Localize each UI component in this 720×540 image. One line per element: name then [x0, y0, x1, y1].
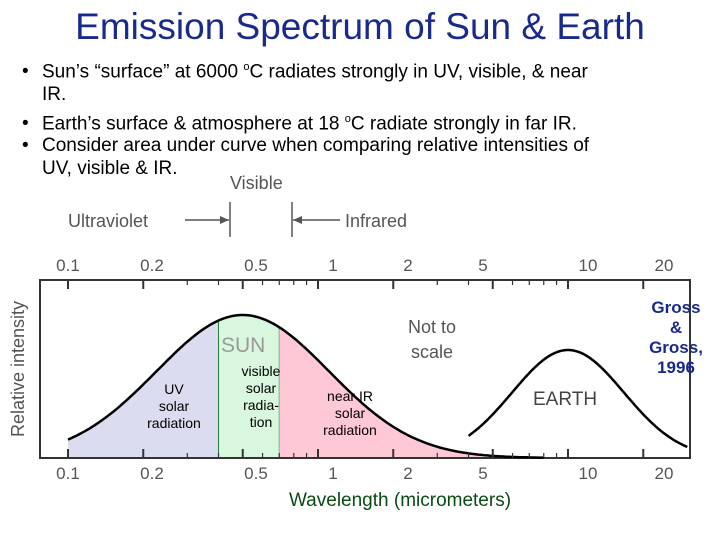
- visible-label: Visible: [230, 173, 283, 193]
- ultraviolet-label: Ultraviolet: [68, 211, 148, 231]
- bullet-dot-icon: •: [22, 61, 29, 83]
- near-ir-region-fill: [279, 327, 482, 458]
- source-credit: Gross & Gross, 1996: [649, 298, 703, 377]
- uv-region-fill: [68, 320, 219, 458]
- earth-emission-curve: [467, 348, 688, 449]
- near-ir-radiation-label: near IR solar radiation: [323, 388, 377, 438]
- y-axis-label: Relative intensity: [8, 301, 28, 437]
- top-tick-label: 20: [655, 256, 674, 275]
- not-to-scale-line1: Not to: [408, 317, 456, 337]
- top-tick-label: 1: [328, 256, 337, 275]
- not-to-scale-line2: scale: [411, 342, 453, 362]
- top-tick-label: 10: [579, 256, 598, 275]
- bottom-tick-label: 1: [328, 464, 337, 483]
- top-tick-label: 0.1: [56, 256, 80, 275]
- bullet-dot-icon: •: [22, 113, 29, 135]
- bottom-tick-label: 20: [655, 464, 674, 483]
- top-tick-label: 2: [403, 256, 412, 275]
- bullet-earth-surface: • Earth’s surface & atmosphere at 18 oC r…: [22, 113, 577, 135]
- uv-radiation-label: UV solar radiation: [147, 381, 201, 431]
- bottom-tick-label: 5: [478, 464, 487, 483]
- x-axis-label: Wavelength (micrometers): [288, 490, 512, 511]
- emission-spectrum-figure: Visible Ultraviolet Infrared 0.1 0.2 0.5…: [8, 173, 691, 483]
- ir-arrow-head-icon: [293, 216, 302, 224]
- top-tick-label: 5: [478, 256, 487, 275]
- page-title: Emission Spectrum of Sun & Earth: [75, 6, 645, 47]
- top-tick-label: 0.5: [244, 256, 268, 275]
- bullet-dot-icon: •: [22, 135, 29, 156]
- axis-ticks: [67, 280, 645, 458]
- bottom-tick-label: 0.2: [140, 464, 164, 483]
- top-tick-label: 0.2: [140, 256, 164, 275]
- infrared-label: Infrared: [345, 211, 407, 231]
- sun-emission-curve: [67, 313, 544, 459]
- bottom-tick-label: 2: [403, 464, 412, 483]
- bottom-tick-label: 0.1: [56, 464, 80, 483]
- bullet-sun-surface: • Sun’s “surface” at 6000 oC radiates str…: [22, 61, 588, 106]
- sun-label: SUN: [221, 334, 265, 357]
- bottom-tick-label: 10: [579, 464, 598, 483]
- uv-arrow-head-icon: [220, 216, 229, 224]
- bottom-tick-label: 0.5: [244, 464, 268, 483]
- visible-radiation-label: visible solar radia- tion: [241, 363, 281, 430]
- earth-label: EARTH: [533, 389, 597, 410]
- bullet-area-under-curve: • Consider area under curve when comparin…: [22, 135, 590, 179]
